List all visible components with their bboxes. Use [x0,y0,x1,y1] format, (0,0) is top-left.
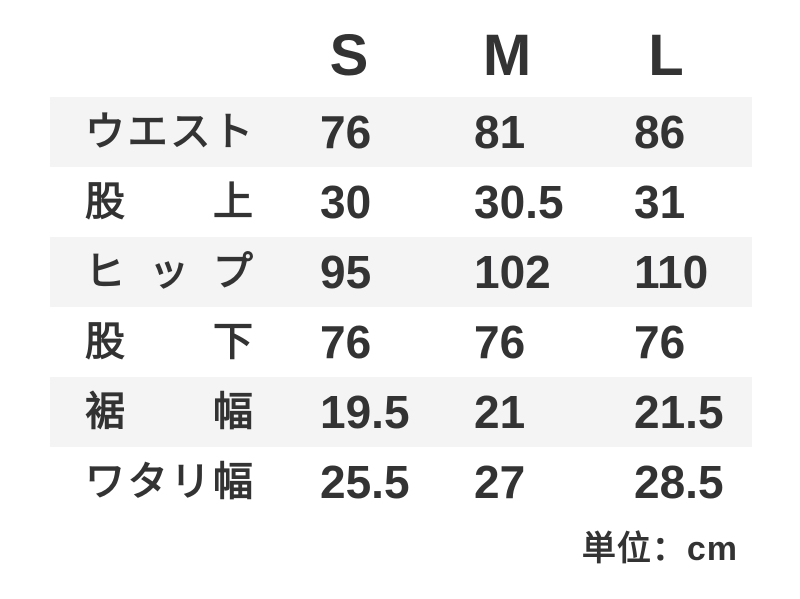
row-label: 股下 [85,320,253,364]
cell-value-s: 76 [320,106,372,158]
row-label: ウエスト [85,110,253,154]
cell-value-m: 27 [474,456,526,508]
unit-note: 単位：cm [581,530,738,568]
row-label: 股上 [85,180,253,224]
cell-value-l: 76 [634,316,686,368]
table-row-inseam: 股下 76 76 76 [50,307,752,377]
column-header-m: M [482,23,532,88]
cell-value-s: 19.5 [320,386,410,438]
cell-value-s: 25.5 [320,456,410,508]
cell-value-s: 30 [320,176,372,228]
table-row-thigh-width: ワタリ幅 25.5 27 28.5 [50,447,752,517]
cell-value-m: 102 [474,246,551,298]
cell-value-m: 30.5 [474,176,564,228]
cell-value-l: 21.5 [634,386,724,438]
column-header-s: S [329,23,369,88]
cell-value-l: 28.5 [634,456,724,508]
row-label: ヒップ [85,250,253,294]
cell-value-s: 76 [320,316,372,368]
cell-value-l: 110 [634,246,709,298]
table-row-waist: ウエスト 76 81 86 [50,97,752,167]
column-header-l: L [648,23,684,88]
cell-value-l: 31 [634,176,686,228]
cell-value-l: 86 [634,106,686,158]
row-label: ワタリ幅 [85,460,253,504]
table-row-hem-width: 裾幅 19.5 21 21.5 [50,377,752,447]
table-row-hip: ヒップ 95 102 110 [50,237,752,307]
cell-value-m: 21 [474,386,526,438]
cell-value-m: 81 [474,106,526,158]
row-label: 裾幅 [85,390,253,434]
table-row-rise: 股上 30 30.5 31 [50,167,752,237]
cell-value-s: 95 [320,246,372,298]
cell-value-m: 76 [474,316,526,368]
